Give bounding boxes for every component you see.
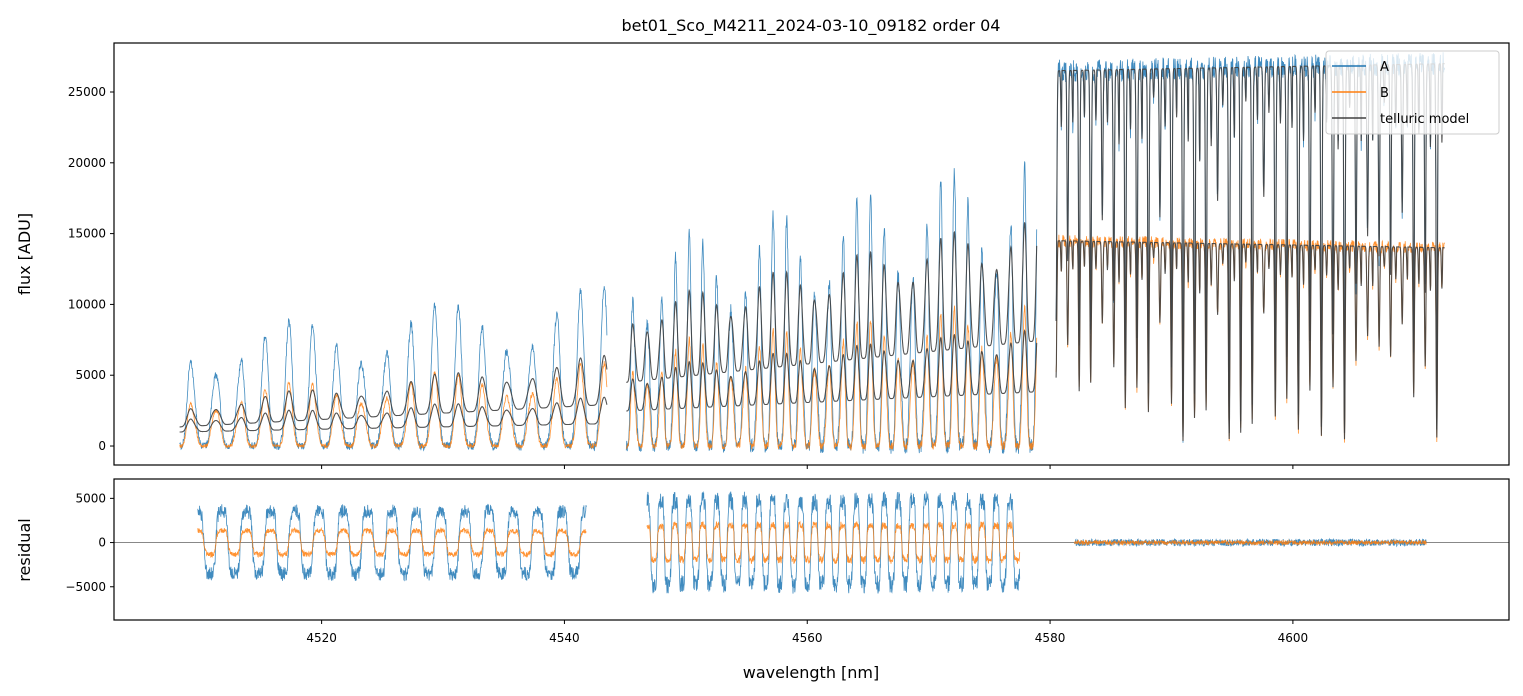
residual-panel: −5000 0 5000 4520 4540 4560 4580 4600 bbox=[65, 478, 1510, 645]
x-tick-label: 4540 bbox=[549, 631, 580, 645]
y-tick-label: 5000 bbox=[75, 491, 106, 505]
y-tick-label: −5000 bbox=[65, 580, 106, 594]
series-b-segment-0 bbox=[179, 361, 608, 450]
y-tick-label: 0 bbox=[98, 536, 106, 550]
residual-a-segment-0 bbox=[197, 503, 587, 582]
flux-axis-label: flux [ADU] bbox=[15, 213, 34, 295]
x-axis-label: wavelength [nm] bbox=[743, 663, 880, 682]
y-tick-label: 0 bbox=[98, 439, 106, 453]
telluric-model-b-segment-1 bbox=[626, 329, 1038, 412]
telluric-model-a-segment-2 bbox=[1055, 63, 1445, 437]
residual-b-segment-0 bbox=[197, 526, 587, 559]
axes-frame bbox=[113, 42, 1510, 466]
y-tick-label: 25000 bbox=[68, 85, 106, 99]
residual-b-segment-1 bbox=[646, 520, 1021, 565]
y-tick-label: 20000 bbox=[68, 156, 106, 170]
x-tick-label: 4520 bbox=[306, 631, 337, 645]
series-b-segment-1 bbox=[626, 304, 1038, 452]
x-tick-label: 4600 bbox=[1278, 631, 1309, 645]
y-tick-label: 5000 bbox=[75, 368, 106, 382]
chart-title: bet01_Sco_M4211_2024-03-10_09182 order 0… bbox=[622, 16, 1001, 36]
legend-entry-b: B bbox=[1380, 86, 1389, 101]
y-tick-label: 10000 bbox=[68, 297, 106, 311]
y-tick-label: 15000 bbox=[68, 227, 106, 241]
telluric-model-a-segment-0 bbox=[179, 354, 608, 428]
legend: A B telluric model bbox=[1325, 50, 1500, 135]
x-tick-label: 4580 bbox=[1035, 631, 1066, 645]
residual-b-segment-2 bbox=[1074, 538, 1427, 547]
flux-panel: 0 5000 10000 15000 20000 25000 bbox=[68, 42, 1510, 469]
legend-entry-a: A bbox=[1380, 60, 1389, 75]
legend-entry-model: telluric model bbox=[1380, 112, 1469, 127]
telluric-model-a-segment-1 bbox=[626, 222, 1038, 383]
residual-axis-label: residual bbox=[15, 518, 34, 581]
x-tick-label: 4560 bbox=[792, 631, 823, 645]
axes-frame bbox=[113, 478, 1510, 621]
telluric-model-b-segment-0 bbox=[179, 396, 608, 433]
telluric-model-b-segment-2 bbox=[1055, 240, 1445, 442]
